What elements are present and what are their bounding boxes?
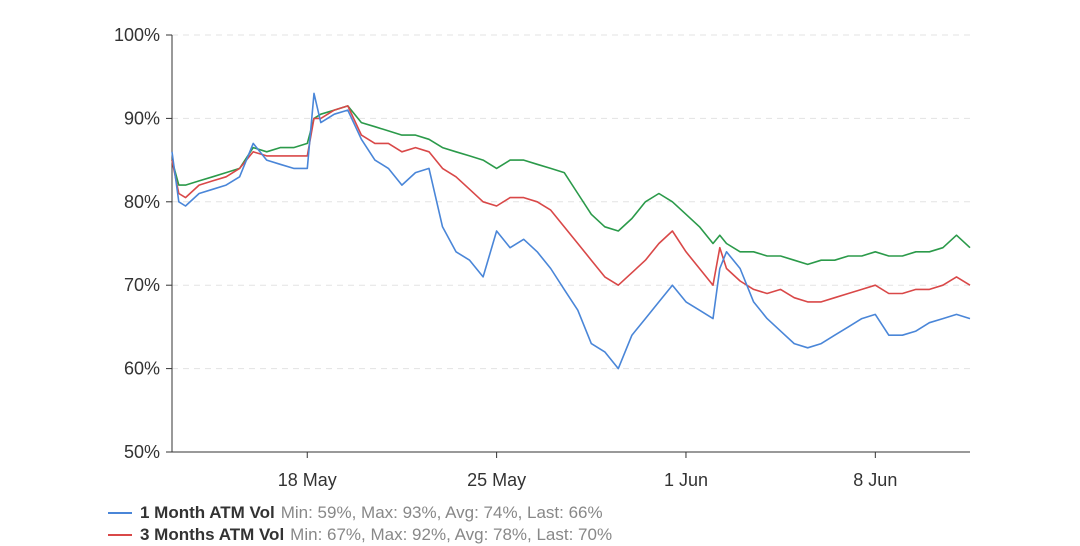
legend: 1 Month ATM Vol Min: 59%, Max: 93%, Avg:… <box>108 502 612 546</box>
series-lines <box>171 92 971 370</box>
y-tick-label-50: 50% <box>124 442 160 462</box>
x-tick-label-0: 18 May <box>278 470 337 490</box>
gridlines <box>172 34 970 370</box>
series-line-2 <box>171 105 971 266</box>
y-tick-label-100: 100% <box>114 25 160 45</box>
legend-label-3m: 3 Months ATM Vol <box>140 525 285 544</box>
x-tick-label-2: 1 Jun <box>664 470 708 490</box>
legend-swatch-1m <box>108 512 132 514</box>
y-tick-label-80: 80% <box>124 192 160 212</box>
series-line-0 <box>171 92 971 370</box>
series-line-1 <box>171 105 971 303</box>
legend-stats-1m: Min: 59%, Max: 93%, Avg: 74%, Last: 66% <box>280 503 603 522</box>
legend-label-1m: 1 Month ATM Vol <box>140 503 275 522</box>
y-tick-label-90: 90% <box>124 108 160 128</box>
y-tick-label-60: 60% <box>124 359 160 379</box>
legend-stats-3m: Min: 67%, Max: 92%, Avg: 78%, Last: 70% <box>290 525 613 544</box>
legend-swatch-3m <box>108 534 132 536</box>
y-tick-label-70: 70% <box>124 275 160 295</box>
legend-item-1m[interactable]: 1 Month ATM Vol Min: 59%, Max: 93%, Avg:… <box>108 502 612 524</box>
x-tick-label-1: 25 May <box>467 470 526 490</box>
x-tick-label-3: 8 Jun <box>853 470 897 490</box>
legend-item-3m[interactable]: 3 Months ATM Vol Min: 67%, Max: 92%, Avg… <box>108 524 612 546</box>
tick-labels: 50% 60% 70% 80% 90% 100% 18 May 25 May 1 Jun 8 Ju… <box>114 25 897 490</box>
axes <box>166 34 970 458</box>
